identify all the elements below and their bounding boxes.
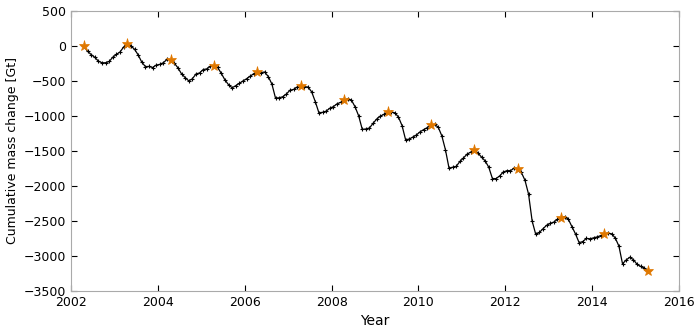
X-axis label: Year: Year: [360, 314, 390, 328]
Y-axis label: Cumulative mass change [Gt]: Cumulative mass change [Gt]: [6, 57, 19, 244]
